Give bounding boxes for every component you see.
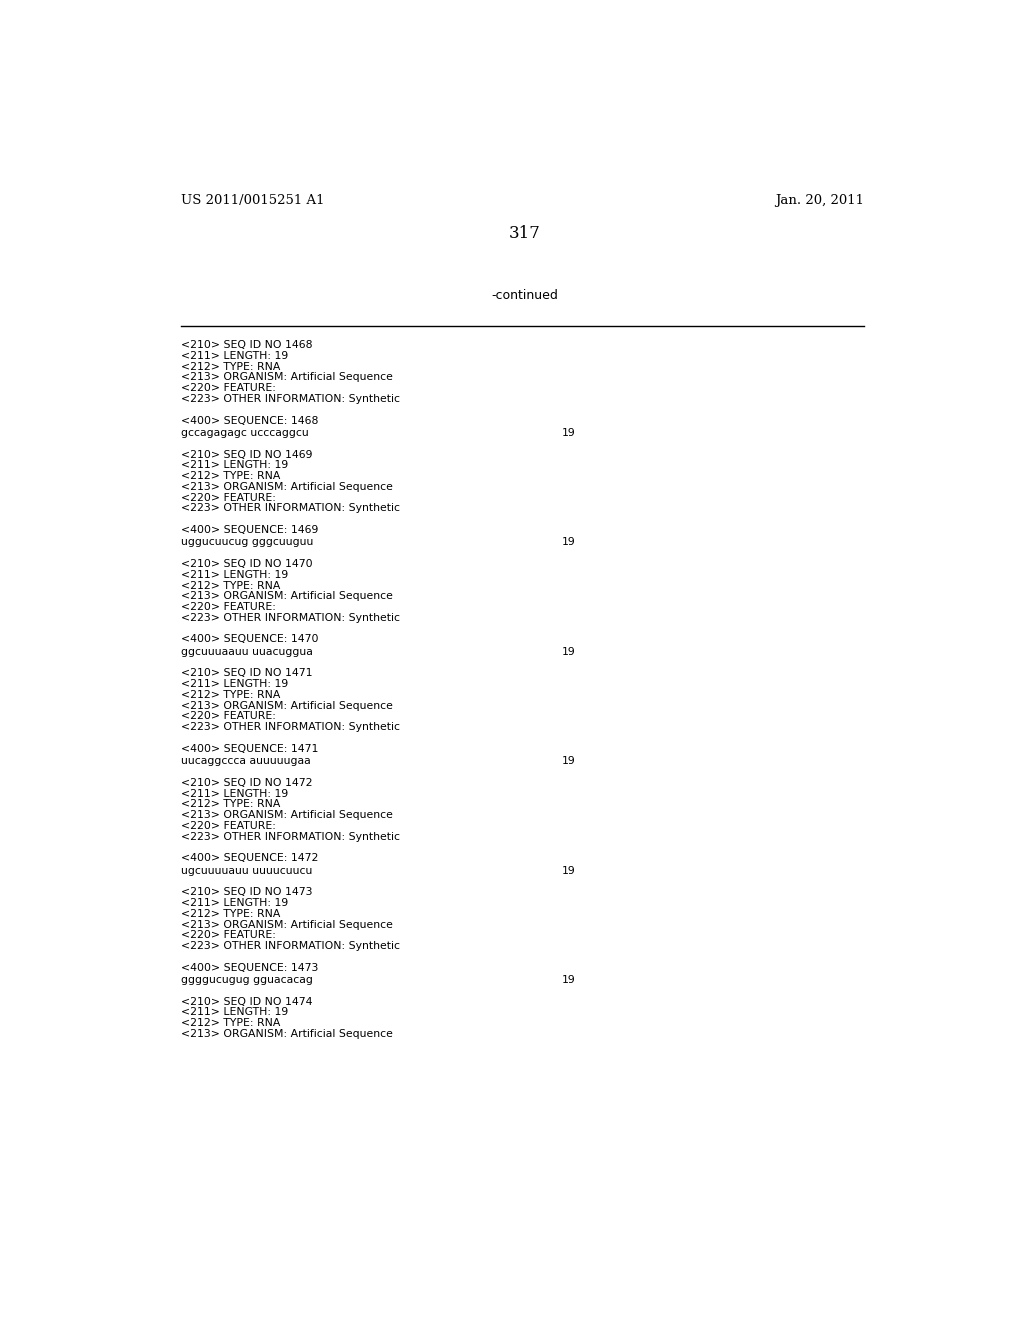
Text: <213> ORGANISM: Artificial Sequence: <213> ORGANISM: Artificial Sequence: [180, 701, 392, 710]
Text: <211> LENGTH: 19: <211> LENGTH: 19: [180, 898, 288, 908]
Text: <400> SEQUENCE: 1468: <400> SEQUENCE: 1468: [180, 416, 318, 425]
Text: <210> SEQ ID NO 1470: <210> SEQ ID NO 1470: [180, 558, 312, 569]
Text: <210> SEQ ID NO 1472: <210> SEQ ID NO 1472: [180, 777, 312, 788]
Text: <211> LENGTH: 19: <211> LENGTH: 19: [180, 461, 288, 470]
Text: <210> SEQ ID NO 1469: <210> SEQ ID NO 1469: [180, 450, 312, 459]
Text: <213> ORGANISM: Artificial Sequence: <213> ORGANISM: Artificial Sequence: [180, 920, 392, 929]
Text: 19: 19: [562, 647, 575, 657]
Text: <223> OTHER INFORMATION: Synthetic: <223> OTHER INFORMATION: Synthetic: [180, 395, 399, 404]
Text: <213> ORGANISM: Artificial Sequence: <213> ORGANISM: Artificial Sequence: [180, 591, 392, 602]
Text: uucaggccca auuuuugaa: uucaggccca auuuuugaa: [180, 756, 310, 766]
Text: <220> FEATURE:: <220> FEATURE:: [180, 492, 275, 503]
Text: Jan. 20, 2011: Jan. 20, 2011: [775, 194, 864, 207]
Text: <210> SEQ ID NO 1473: <210> SEQ ID NO 1473: [180, 887, 312, 898]
Text: 19: 19: [562, 428, 575, 438]
Text: ugcuuuuauu uuuucuucu: ugcuuuuauu uuuucuucu: [180, 866, 312, 875]
Text: <400> SEQUENCE: 1471: <400> SEQUENCE: 1471: [180, 744, 318, 754]
Text: <220> FEATURE:: <220> FEATURE:: [180, 821, 275, 830]
Text: ggggucugug gguacacag: ggggucugug gguacacag: [180, 975, 312, 985]
Text: gccagagagc ucccaggcu: gccagagagc ucccaggcu: [180, 428, 308, 438]
Text: <223> OTHER INFORMATION: Synthetic: <223> OTHER INFORMATION: Synthetic: [180, 612, 399, 623]
Text: <212> TYPE: RNA: <212> TYPE: RNA: [180, 908, 281, 919]
Text: US 2011/0015251 A1: US 2011/0015251 A1: [180, 194, 325, 207]
Text: <400> SEQUENCE: 1472: <400> SEQUENCE: 1472: [180, 853, 318, 863]
Text: <211> LENGTH: 19: <211> LENGTH: 19: [180, 1007, 288, 1018]
Text: <211> LENGTH: 19: <211> LENGTH: 19: [180, 680, 288, 689]
Text: <211> LENGTH: 19: <211> LENGTH: 19: [180, 788, 288, 799]
Text: <213> ORGANISM: Artificial Sequence: <213> ORGANISM: Artificial Sequence: [180, 372, 392, 383]
Text: 19: 19: [562, 975, 575, 985]
Text: <223> OTHER INFORMATION: Synthetic: <223> OTHER INFORMATION: Synthetic: [180, 722, 399, 733]
Text: 317: 317: [509, 226, 541, 243]
Text: <212> TYPE: RNA: <212> TYPE: RNA: [180, 581, 281, 590]
Text: <213> ORGANISM: Artificial Sequence: <213> ORGANISM: Artificial Sequence: [180, 810, 392, 820]
Text: <223> OTHER INFORMATION: Synthetic: <223> OTHER INFORMATION: Synthetic: [180, 832, 399, 842]
Text: <223> OTHER INFORMATION: Synthetic: <223> OTHER INFORMATION: Synthetic: [180, 941, 399, 952]
Text: <210> SEQ ID NO 1471: <210> SEQ ID NO 1471: [180, 668, 312, 678]
Text: <212> TYPE: RNA: <212> TYPE: RNA: [180, 362, 281, 372]
Text: <223> OTHER INFORMATION: Synthetic: <223> OTHER INFORMATION: Synthetic: [180, 503, 399, 513]
Text: <210> SEQ ID NO 1474: <210> SEQ ID NO 1474: [180, 997, 312, 1007]
Text: <220> FEATURE:: <220> FEATURE:: [180, 711, 275, 722]
Text: -continued: -continued: [492, 289, 558, 302]
Text: <213> ORGANISM: Artificial Sequence: <213> ORGANISM: Artificial Sequence: [180, 482, 392, 492]
Text: <210> SEQ ID NO 1468: <210> SEQ ID NO 1468: [180, 341, 312, 350]
Text: 19: 19: [562, 756, 575, 766]
Text: <212> TYPE: RNA: <212> TYPE: RNA: [180, 1018, 281, 1028]
Text: <213> ORGANISM: Artificial Sequence: <213> ORGANISM: Artificial Sequence: [180, 1030, 392, 1039]
Text: 19: 19: [562, 866, 575, 875]
Text: <212> TYPE: RNA: <212> TYPE: RNA: [180, 800, 281, 809]
Text: <211> LENGTH: 19: <211> LENGTH: 19: [180, 351, 288, 360]
Text: <212> TYPE: RNA: <212> TYPE: RNA: [180, 471, 281, 480]
Text: <220> FEATURE:: <220> FEATURE:: [180, 383, 275, 393]
Text: <220> FEATURE:: <220> FEATURE:: [180, 931, 275, 940]
Text: <400> SEQUENCE: 1470: <400> SEQUENCE: 1470: [180, 635, 318, 644]
Text: 19: 19: [562, 537, 575, 548]
Text: <220> FEATURE:: <220> FEATURE:: [180, 602, 275, 612]
Text: ggcuuuaauu uuacuggua: ggcuuuaauu uuacuggua: [180, 647, 312, 657]
Text: <211> LENGTH: 19: <211> LENGTH: 19: [180, 570, 288, 579]
Text: uggucuucug gggcuuguu: uggucuucug gggcuuguu: [180, 537, 313, 548]
Text: <400> SEQUENCE: 1473: <400> SEQUENCE: 1473: [180, 962, 318, 973]
Text: <212> TYPE: RNA: <212> TYPE: RNA: [180, 690, 281, 700]
Text: <400> SEQUENCE: 1469: <400> SEQUENCE: 1469: [180, 525, 318, 535]
